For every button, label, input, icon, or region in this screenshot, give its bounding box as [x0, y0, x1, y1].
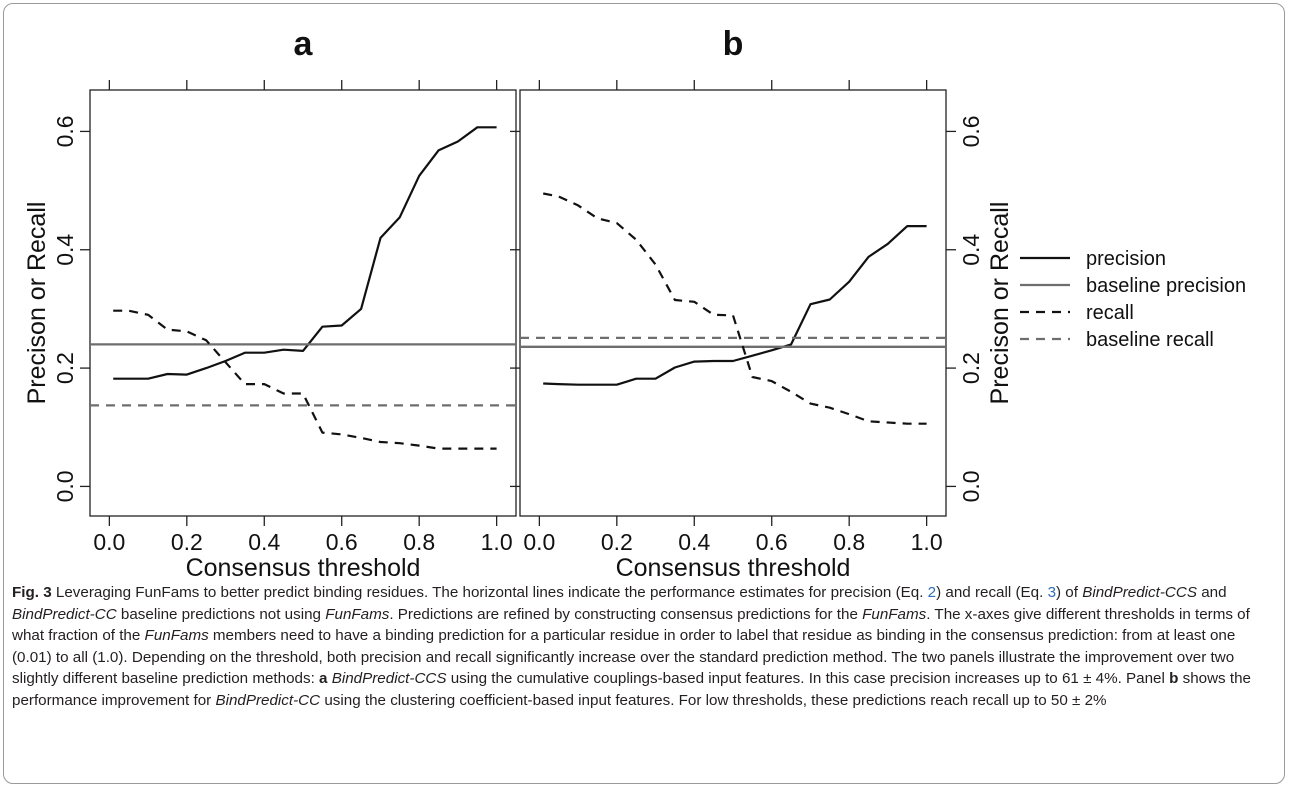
x-tick-label-a-2: 0.4	[248, 529, 280, 555]
x-tick-label-a-4: 0.8	[403, 529, 435, 555]
series-b-precision	[543, 225, 927, 386]
x-axis-label-a: Consensus threshold	[186, 554, 421, 580]
x-tick-label-b-5: 1.0	[911, 529, 943, 555]
series-b-recall	[542, 192, 927, 425]
x-tick-label-a-3: 0.6	[326, 529, 358, 555]
equation-link-3[interactable]: 3	[1047, 584, 1057, 601]
legend: precision baseline precision recall baselin…	[1020, 248, 1246, 351]
legend-label-0: precision	[1086, 248, 1166, 270]
y-tick-label-a-1: 0.2	[52, 352, 78, 384]
y-axis-label-a: Precison or Recall	[23, 202, 51, 405]
legend-label-1: baseline precision	[1086, 275, 1246, 297]
panel-label-b: b	[723, 25, 744, 63]
y-tick-label-a-2: 0.4	[52, 234, 78, 266]
x-tick-label-a-5: 1.0	[481, 529, 513, 555]
panel-b: b0.0 0.2 0.4 0.6 0.8 1.00.00.20.40.6Consensus…	[510, 25, 1014, 580]
legend-label-2: recall	[1086, 302, 1134, 324]
y-axis-label-b: Precison or Recall	[986, 202, 1014, 405]
x-tick-label-b-2: 0.4	[678, 529, 710, 555]
x-tick-label-a-1: 0.2	[171, 529, 203, 555]
series-a-precision	[113, 126, 497, 380]
figure-frame	[3, 3, 1285, 784]
x-axis-label-b: Consensus threshold	[616, 554, 851, 580]
equation-link-2[interactable]: 2	[927, 584, 937, 601]
plot-frame-a	[89, 89, 517, 517]
y-tick-label-b-2: 0.4	[958, 234, 984, 266]
plot-frame-b	[519, 89, 947, 517]
panel-label-a: a	[294, 25, 314, 63]
y-tick-label-a-0: 0.0	[52, 470, 78, 502]
x-tick-label-b-3: 0.6	[756, 529, 788, 555]
x-tick-label-b-1: 0.2	[601, 529, 633, 555]
figure-caption: Fig. 3 Leveraging FunFams to better pred…	[12, 584, 1251, 709]
panel-a: a0.0 0.2 0.4 0.6 0.8 1.00.00.20.40.6Consensus…	[23, 25, 517, 580]
x-tick-label-b-0: 0.0	[523, 529, 555, 555]
y-tick-label-b-1: 0.2	[958, 352, 984, 384]
x-tick-label-b-4: 0.8	[833, 529, 865, 555]
legend-label-3: baseline recall	[1086, 329, 1214, 351]
y-tick-label-a-3: 0.6	[52, 115, 78, 147]
series-a-recall	[113, 309, 497, 450]
y-tick-label-b-0: 0.0	[958, 470, 984, 502]
x-tick-label-a-0: 0.0	[93, 529, 125, 555]
figure-label: Fig. 3	[12, 584, 52, 601]
y-tick-label-b-3: 0.6	[958, 115, 984, 147]
chart-area: a0.0 0.2 0.4 0.6 0.8 1.00.00.20.40.6Consensus…	[23, 25, 1246, 580]
